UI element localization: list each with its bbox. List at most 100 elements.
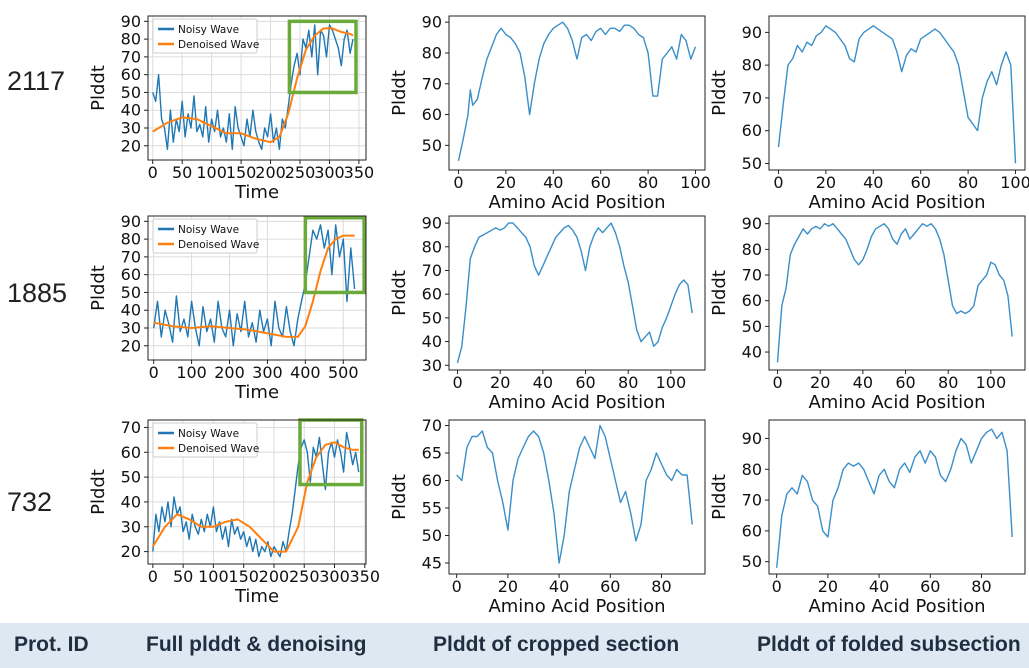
y-tick-label: 80 <box>742 460 762 479</box>
x-tick-label: 350 <box>344 163 375 182</box>
y-axis-label: Plddt <box>709 70 730 116</box>
x-tick-label: 100 <box>1000 173 1029 192</box>
plot-frame <box>768 419 1026 575</box>
y-tick-label: 50 <box>422 308 442 327</box>
caption-prot-id: Prot. ID <box>14 633 89 656</box>
caption-full-plddt: Full plddt & denoising <box>146 633 367 656</box>
noisy-wave-line <box>153 224 356 347</box>
x-axis-label: Time <box>234 586 279 607</box>
x-tick-label: 60 <box>920 577 940 596</box>
x-tick-label: 350 <box>350 567 381 586</box>
y-tick-label: 90 <box>121 12 141 31</box>
y-tick-label: 40 <box>121 301 141 320</box>
y-axis-label: Plddt <box>88 469 109 515</box>
plddt-line <box>456 222 693 364</box>
x-tick-label: 100 <box>176 363 207 382</box>
plot-frame <box>448 15 706 171</box>
y-tick-label: 80 <box>742 56 762 75</box>
x-tick-label: 60 <box>591 173 611 192</box>
y-tick-label: 30 <box>422 356 442 375</box>
x-tick-label: 200 <box>214 363 245 382</box>
y-tick-label: 70 <box>121 247 141 266</box>
y-tick-label: 40 <box>742 343 762 362</box>
x-tick-label: 80 <box>638 173 658 192</box>
x-axis-label: Time <box>234 182 279 203</box>
y-axis-label: Plddt <box>389 474 410 520</box>
x-tick-label: 20 <box>490 373 510 392</box>
x-tick-label: 60 <box>600 577 620 596</box>
y-tick-label: 70 <box>742 266 762 285</box>
y-tick-label: 90 <box>121 212 141 231</box>
x-tick-label: 40 <box>853 373 873 392</box>
x-tick-label: 0 <box>149 363 159 382</box>
noisy-wave-line <box>152 431 360 558</box>
y-axis-label: Plddt <box>389 70 410 116</box>
y-tick-label: 45 <box>422 554 442 573</box>
chart-cropped-732: 0 20 40 60 80 45 50 55 60 65 70 Amino Acid Position… <box>389 416 706 617</box>
x-tick-label: 150 <box>226 163 257 182</box>
caption-cropped-plddt: Plddt of cropped section <box>433 633 680 656</box>
y-tick-label: 50 <box>121 283 141 302</box>
plddt-line <box>776 222 1013 363</box>
y-tick-label: 50 <box>422 526 442 545</box>
y-tick-label: 90 <box>422 13 442 32</box>
x-tick-label: 200 <box>259 567 290 586</box>
legend-box <box>152 18 258 54</box>
chart-full-2117: 0 50 1001502002503003502030405060708090Tim… <box>88 12 375 203</box>
x-tick-label: 60 <box>911 173 931 192</box>
x-tick-label: 0 <box>452 373 462 392</box>
x-tick-label: 60 <box>895 373 915 392</box>
plddt-line <box>457 21 697 161</box>
legend-label-noisy: Noisy Wave <box>178 428 239 440</box>
legend-label-denoised: Denoised Wave <box>178 443 259 455</box>
y-tick-label: 50 <box>742 552 762 571</box>
x-tick-label: 0 <box>148 163 158 182</box>
y-tick-label: 70 <box>422 261 442 280</box>
protein-id-732: 732 <box>7 487 53 517</box>
x-tick-label: 400 <box>290 363 321 382</box>
y-tick-label: 50 <box>121 468 141 487</box>
y-tick-label: 70 <box>422 416 442 435</box>
chart-folded-2117: 0 20 40 60 80 100 50 60 70 80 90 Amino Acid Positio… <box>709 15 1029 213</box>
x-tick-label: 80 <box>618 373 638 392</box>
y-tick-label: 60 <box>422 471 442 490</box>
legend-box <box>152 218 258 254</box>
plddt-line <box>777 25 1017 164</box>
y-tick-label: 55 <box>422 499 442 518</box>
x-tick-label: 20 <box>496 173 516 192</box>
x-tick-label: 20 <box>816 173 836 192</box>
x-tick-label: 60 <box>575 373 595 392</box>
legend-label-denoised: Denoised Wave <box>178 39 259 51</box>
y-tick-label: 80 <box>422 43 442 62</box>
legend-label-noisy: Noisy Wave <box>178 24 239 36</box>
y-tick-label: 50 <box>742 154 762 173</box>
y-tick-label: 20 <box>121 336 141 355</box>
x-tick-label: 100 <box>976 373 1007 392</box>
caption-bar: Prot. ID Full plddt & denoising Plddt of… <box>0 623 1029 668</box>
x-tick-label: 250 <box>285 163 316 182</box>
x-axis-label: Amino Acid Position <box>488 192 665 213</box>
y-tick-label: 70 <box>422 74 442 93</box>
x-tick-label: 0 <box>772 577 782 596</box>
denoised-wave-line <box>153 234 355 338</box>
legend-label-noisy: Noisy Wave <box>178 224 239 236</box>
x-tick-label: 80 <box>958 173 978 192</box>
x-tick-label: 20 <box>498 577 518 596</box>
y-tick-label: 60 <box>742 291 762 310</box>
y-tick-label: 90 <box>422 214 442 233</box>
plddt-line <box>776 428 1013 568</box>
y-tick-label: 50 <box>742 317 762 336</box>
x-tick-label: 40 <box>543 173 563 192</box>
x-tick-label: 80 <box>651 577 671 596</box>
caption-folded-plddt: Plddt of folded subsection <box>757 633 1021 656</box>
y-tick-label: 60 <box>422 105 442 124</box>
plot-frame <box>448 419 706 575</box>
x-tick-label: 50 <box>173 567 193 586</box>
y-tick-label: 20 <box>121 542 141 561</box>
x-tick-label: 100 <box>680 173 711 192</box>
x-tick-label: 50 <box>172 163 192 182</box>
y-tick-label: 40 <box>121 492 141 511</box>
x-tick-label: 80 <box>938 373 958 392</box>
y-tick-label: 60 <box>121 265 141 284</box>
plot-frame <box>147 419 367 565</box>
